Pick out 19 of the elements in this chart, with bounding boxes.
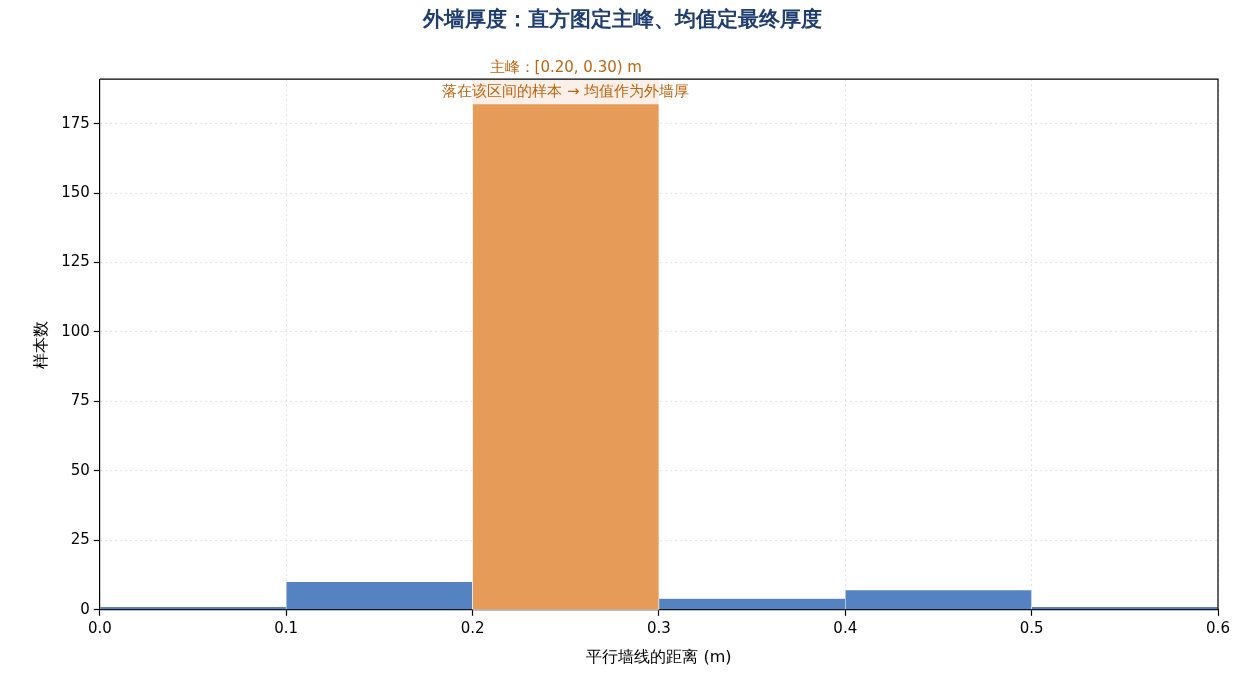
y-tick-label: 100 (61, 321, 90, 340)
y-tick-label: 50 (70, 460, 90, 479)
x-tick-label: 0.2 (460, 618, 485, 637)
y-axis-title: 样本数 (30, 320, 50, 369)
x-tick-label: 0.1 (274, 618, 299, 637)
y-tick-label: 125 (61, 252, 90, 271)
y-tick-label: 175 (61, 113, 90, 132)
x-tick-label: 0.5 (1019, 618, 1044, 637)
x-tick-label: 0.0 (87, 618, 112, 637)
x-tick-label: 0.3 (646, 618, 671, 637)
y-tick-label: 150 (61, 182, 90, 201)
x-tick-label: 0.6 (1206, 618, 1230, 637)
y-tick-label: 25 (70, 530, 90, 549)
chart-title: 外墙厚度：直方图定主峰、均值定最终厚度 (421, 7, 822, 32)
y-tick-label: 75 (70, 391, 90, 410)
x-axis-title: 平行墙线的距离 (m) (586, 646, 732, 666)
annotation: 主峰：[0.20, 0.30) m 落在该区间的样本 → 均值作为外墙厚 (442, 58, 690, 101)
y-tick-label: 0 (80, 599, 90, 618)
x-tick-label: 0.4 (833, 618, 858, 637)
